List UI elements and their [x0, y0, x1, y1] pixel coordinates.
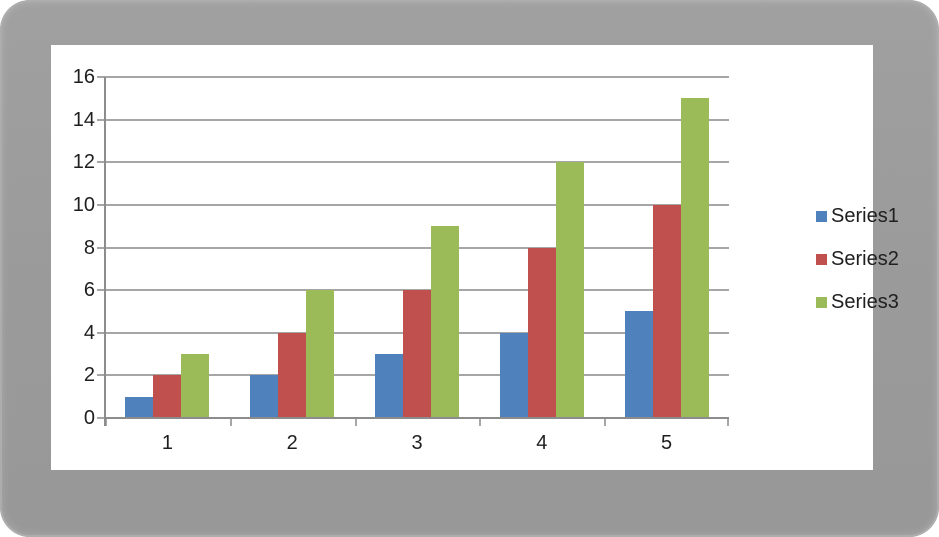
- x-axis-tick-mark: [727, 418, 729, 426]
- bar-series2-cat2: [278, 332, 307, 418]
- bar-series3-cat3: [431, 226, 459, 418]
- x-axis-category-label: 4: [536, 432, 548, 454]
- legend-label-series2: Series2: [831, 248, 899, 270]
- legend: Series1 Series2 Series3: [816, 205, 899, 313]
- bar-series1-cat5: [624, 311, 653, 418]
- gridline: [105, 161, 729, 164]
- legend-item-series2: Series2: [816, 248, 899, 270]
- y-axis-tick-mark: [97, 203, 105, 206]
- x-axis-tick-mark: [479, 418, 482, 426]
- y-axis-tick-label: 14: [72, 108, 95, 131]
- y-axis-tick-label: 4: [83, 321, 95, 344]
- y-axis-tick-mark: [97, 246, 105, 249]
- legend-label-series1: Series1: [831, 205, 899, 227]
- x-axis-tick-mark: [229, 418, 232, 426]
- y-axis-tick-label: 12: [72, 151, 95, 174]
- x-axis-line: [105, 417, 729, 419]
- bar-series2-cat5: [652, 204, 681, 418]
- y-axis-tick-label: 10: [72, 193, 95, 216]
- bar-series1-cat3: [375, 354, 403, 418]
- x-axis-category-label: 5: [661, 432, 673, 454]
- gridline: [105, 246, 729, 249]
- series2-swatch-icon: [816, 253, 827, 265]
- bar-series1-cat1: [125, 396, 154, 418]
- x-axis-category-label: 1: [161, 432, 173, 454]
- gridline: [105, 76, 729, 78]
- y-axis-tick-mark: [97, 289, 105, 292]
- x-axis-tick-mark: [354, 418, 357, 426]
- bar-series2-cat4: [527, 247, 556, 418]
- y-axis-tick-mark: [97, 76, 105, 78]
- bar-series3-cat5: [680, 98, 709, 418]
- y-axis-tick-mark: [97, 417, 105, 419]
- y-axis-tick-label: 6: [83, 279, 95, 302]
- x-axis-tick-mark: [604, 418, 607, 426]
- legend-item-series3: Series3: [816, 291, 899, 313]
- x-axis-tick-mark: [105, 418, 107, 426]
- y-axis-tick-mark: [97, 331, 105, 334]
- x-axis-category-label: 2: [286, 432, 298, 454]
- gridline: [105, 118, 729, 121]
- legend-item-series1: Series1: [816, 205, 899, 227]
- y-axis-tick-label: 2: [83, 364, 95, 387]
- bar-series1-cat2: [250, 375, 279, 418]
- y-axis-tick-label: 16: [72, 66, 95, 88]
- bar-series2-cat3: [403, 290, 431, 418]
- y-axis-tick-mark: [97, 374, 105, 377]
- bar-series3-cat4: [555, 162, 584, 418]
- y-axis-line: [104, 77, 106, 426]
- y-axis-tick-mark: [97, 118, 105, 121]
- y-axis-tick-mark: [97, 161, 105, 164]
- gridline: [105, 203, 729, 206]
- legend-label-series3: Series3: [831, 291, 899, 313]
- bar-series1-cat4: [499, 332, 528, 418]
- y-axis-tick-label: 0: [83, 407, 95, 429]
- x-axis-category-label: 3: [411, 432, 423, 454]
- bar-series2-cat1: [153, 375, 182, 418]
- series1-swatch-icon: [816, 210, 827, 222]
- series3-swatch-icon: [816, 296, 827, 308]
- bar-series3-cat2: [306, 290, 335, 418]
- bar-series3-cat1: [181, 354, 210, 418]
- y-axis-tick-label: 8: [83, 236, 95, 259]
